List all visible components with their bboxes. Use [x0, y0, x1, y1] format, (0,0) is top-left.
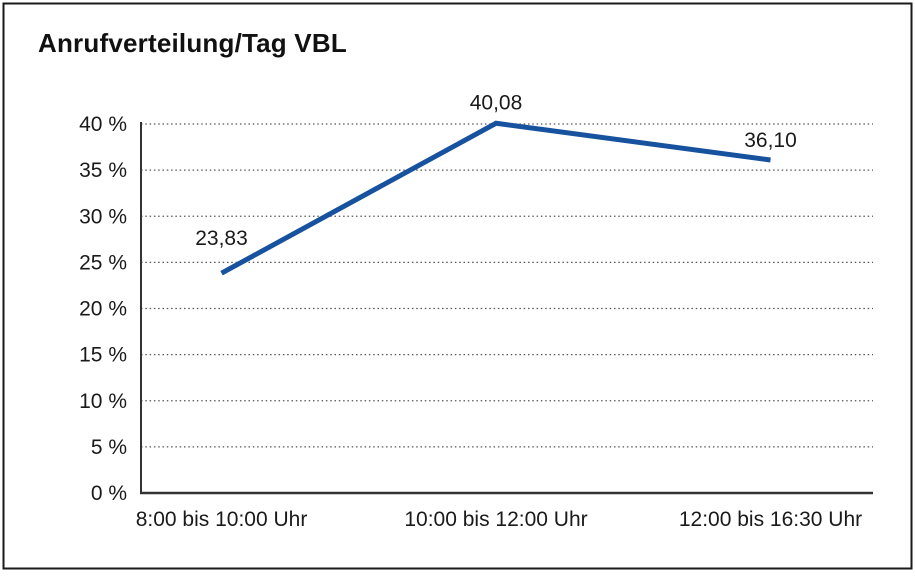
y-tick-label: 5 %: [91, 436, 127, 459]
y-tick-label: 25 %: [79, 251, 127, 274]
y-tick-label: 30 %: [79, 205, 127, 228]
x-category-label: 12:00 bis 16:30 Uhr: [679, 508, 862, 531]
y-tick-label: 35 %: [79, 159, 127, 182]
x-category-label: 10:00 bis 12:00 Uhr: [404, 508, 587, 531]
data-label: 23,83: [195, 227, 248, 250]
y-tick-label: 40 %: [79, 113, 127, 136]
data-label: 36,10: [744, 129, 797, 152]
y-tick-label: 20 %: [79, 298, 127, 321]
chart-title: Anrufverteilung/Tag VBL: [38, 28, 347, 58]
x-category-label: 8:00 bis 10:00 Uhr: [136, 508, 308, 531]
y-tick-label: 15 %: [79, 344, 127, 367]
y-tick-label: 0 %: [91, 482, 127, 505]
data-label: 40,08: [470, 91, 523, 114]
data-series-line: [220, 120, 771, 276]
y-tick-label: 10 %: [79, 390, 127, 413]
